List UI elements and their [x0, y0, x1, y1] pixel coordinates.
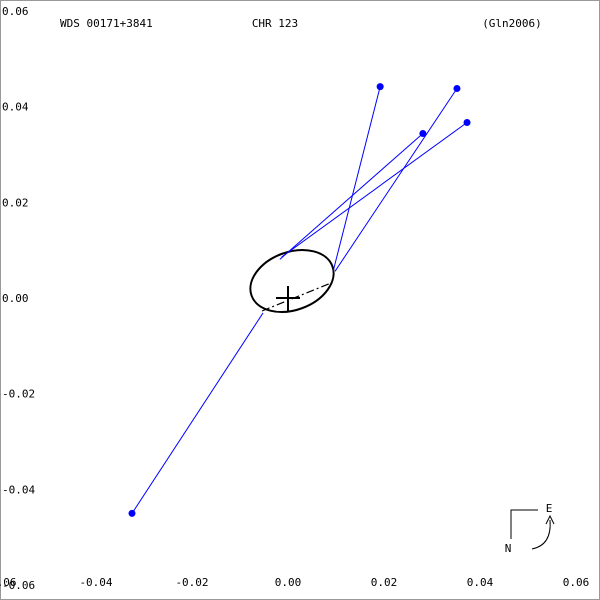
compass-arc	[531, 519, 551, 550]
residual-line	[279, 133, 424, 260]
x-tick-label: 0.04	[467, 576, 494, 589]
compass-arrow	[545, 514, 555, 525]
x-tick-label: 0.06	[563, 576, 590, 589]
observation-point	[419, 129, 427, 137]
residual-line	[332, 86, 381, 272]
chart-title-right: (Gln2006)	[482, 17, 542, 30]
chart-title-left: WDS 00171+3841	[60, 17, 153, 30]
x-tick-label: -0.06	[0, 576, 17, 589]
y-tick-label: -0.06	[2, 579, 35, 592]
y-tick-label: 0.04	[2, 101, 29, 114]
x-tick-label: -0.02	[175, 576, 208, 589]
x-tick-label: 0.00	[275, 576, 302, 589]
compass-axes	[510, 509, 538, 539]
residual-line	[131, 312, 264, 514]
observation-point	[128, 509, 136, 517]
y-tick-label: -0.02	[2, 388, 35, 401]
observation-point	[463, 118, 471, 126]
x-tick-label: 0.02	[371, 576, 398, 589]
y-tick-label: 0.02	[2, 196, 29, 209]
compass: E N	[505, 502, 555, 555]
y-tick-label: 0.06	[2, 5, 29, 18]
orbit	[249, 249, 335, 313]
observation-point	[376, 83, 384, 91]
compass-north: N	[505, 542, 512, 555]
y-tick-label: -0.04	[2, 483, 35, 496]
compass-east: E	[546, 502, 553, 515]
observation-point	[453, 85, 461, 93]
orbit-ellipse	[249, 249, 335, 313]
y-tick-label: 0.00	[2, 292, 29, 305]
residual-line	[334, 88, 458, 272]
residual-line	[281, 122, 468, 258]
chart-title: CHR 123	[252, 17, 298, 30]
x-tick-label: -0.04	[79, 576, 112, 589]
